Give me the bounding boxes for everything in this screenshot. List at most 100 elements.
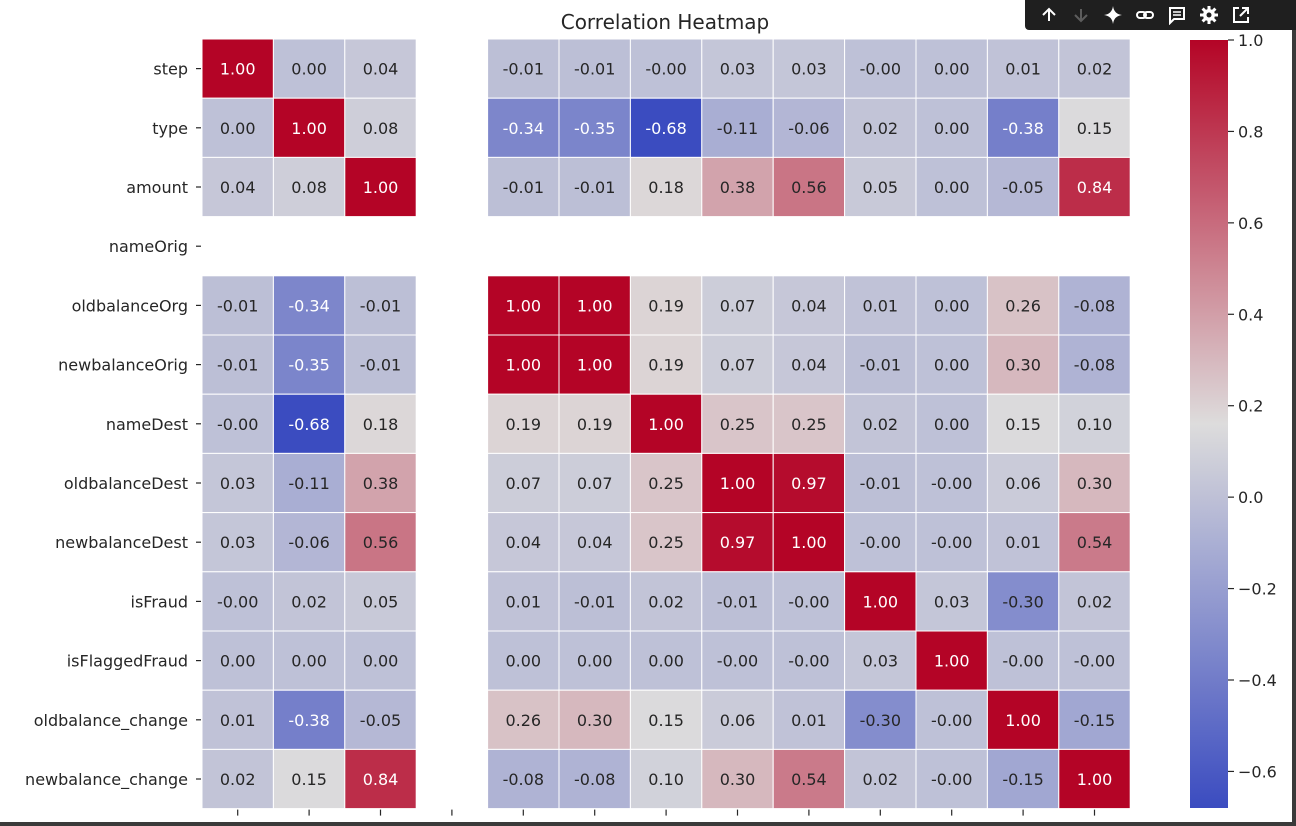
cell-annotation: 0.25 [648, 533, 684, 552]
heatmap-cell [487, 38, 560, 99]
colorbar-tick-label: 0.6 [1238, 214, 1263, 233]
cell-annotation: 0.00 [934, 119, 970, 138]
heatmap-cell [701, 571, 774, 632]
cell-annotation: 0.04 [220, 178, 256, 197]
window-frame-right [1292, 0, 1296, 826]
cell-annotation: -0.11 [288, 474, 329, 493]
heatmap-cell [629, 38, 703, 99]
cell-annotation: 0.07 [505, 474, 541, 493]
row-label: newbalanceOrig [58, 356, 188, 375]
cell-annotation: 0.10 [1077, 415, 1113, 434]
cell-annotation: 0.56 [363, 533, 399, 552]
colorbar-tick-label: −0.4 [1238, 671, 1277, 690]
cell-annotation: 0.30 [1077, 474, 1113, 493]
heatmap-cell [844, 393, 917, 454]
heatmap-cell [487, 275, 560, 336]
cell-annotation: 0.05 [862, 178, 898, 197]
heatmap-cell [1058, 393, 1131, 454]
move-down-button[interactable] [1065, 3, 1097, 27]
cell-annotation: 0.26 [505, 711, 541, 730]
cell-annotation: 0.00 [934, 415, 970, 434]
heatmap-cell [344, 156, 417, 218]
heatmap-cell [487, 689, 560, 750]
cell-annotation: -0.01 [503, 60, 544, 79]
heatmap-cell [201, 156, 274, 218]
row-label: nameOrig [109, 237, 188, 256]
cell-annotation: -0.11 [717, 119, 758, 138]
cell-annotation: 0.18 [648, 178, 684, 197]
heatmap-cells [201, 38, 1131, 810]
cell-annotation: 0.03 [862, 652, 898, 671]
cell-annotation: 0.04 [791, 356, 827, 375]
cell-annotation: 0.02 [648, 592, 684, 611]
cell-annotation: 0.03 [220, 533, 256, 552]
sparkle-icon [1104, 6, 1122, 24]
open-in-tab-button[interactable] [1225, 3, 1257, 27]
cell-annotation: -0.08 [1074, 296, 1115, 315]
heatmap-cell [272, 38, 346, 99]
heatmap-cell [844, 571, 917, 632]
heatmap-cell [844, 97, 917, 158]
row-label: newbalanceDest [55, 533, 188, 552]
cell-annotation: 0.06 [1005, 474, 1041, 493]
heatmap-cell [701, 334, 774, 395]
cell-annotation: -0.01 [717, 592, 758, 611]
heatmap-cell [772, 334, 846, 395]
cell-annotation: -0.00 [1074, 652, 1115, 671]
cell-annotation: -0.00 [860, 60, 901, 79]
cell-annotation: 0.06 [720, 711, 756, 730]
heatmap-cell [915, 275, 988, 336]
cell-annotation: -0.00 [788, 592, 829, 611]
cell-annotation: 0.03 [720, 60, 756, 79]
cell-annotation: -0.35 [574, 119, 615, 138]
heatmap-cell [344, 38, 417, 99]
heatmap-cell [558, 334, 631, 395]
settings-button[interactable] [1193, 3, 1225, 27]
cell-annotation: -0.15 [1074, 711, 1115, 730]
heatmap-annotations: 1.00 0.00 0.04 -0.01 -0.01 -0.00 0.03 0.03 -0.00… [217, 60, 1115, 789]
gear-icon [1200, 6, 1218, 24]
cell-annotation: 0.01 [862, 296, 898, 315]
heatmap-cell [915, 748, 988, 810]
cell-annotation: 0.01 [220, 711, 256, 730]
cell-annotation: 0.07 [720, 356, 756, 375]
colorbar [1190, 40, 1228, 808]
cell-annotation: -0.05 [360, 711, 401, 730]
heatmap-cell [344, 748, 417, 810]
heatmap-cell [344, 689, 417, 750]
heatmap-cell [272, 630, 346, 691]
move-up-button[interactable] [1033, 3, 1065, 27]
heatmap-cell [487, 571, 560, 632]
heatmap-cell [1058, 156, 1131, 218]
cell-annotation: 0.84 [363, 770, 399, 789]
heatmap-cell [915, 97, 988, 158]
cell-annotation: 0.00 [220, 652, 256, 671]
heatmap-cell [986, 156, 1060, 218]
cell-annotation: 0.07 [577, 474, 613, 493]
cell-annotation: -0.00 [717, 652, 758, 671]
ai-assist-button[interactable] [1097, 3, 1129, 27]
heatmap-cell [701, 452, 774, 514]
heatmap-cell [701, 275, 774, 336]
heatmap-cell [272, 452, 346, 514]
cell-annotation: 1.00 [1077, 770, 1113, 789]
heatmap-cell [272, 748, 346, 810]
heatmap-cell [487, 97, 560, 158]
heatmap-cell [629, 571, 703, 632]
heatmap-cell [629, 748, 703, 810]
cell-annotation: 0.15 [1005, 415, 1041, 434]
cell-annotation: 0.84 [1077, 178, 1113, 197]
colorbar-tick-label: −0.2 [1238, 580, 1277, 599]
heatmap-cell [201, 452, 274, 514]
heatmap-cell [772, 571, 846, 632]
cell-annotation: -0.06 [788, 119, 829, 138]
cell-annotation: -0.30 [860, 711, 901, 730]
cell-annotation: 1.00 [934, 652, 970, 671]
heatmap-cell [629, 97, 703, 158]
heatmap-cell [487, 393, 560, 454]
copy-link-button[interactable] [1129, 3, 1161, 27]
cell-annotation: -0.30 [1002, 592, 1043, 611]
comment-button[interactable] [1161, 3, 1193, 27]
cell-annotation: -0.01 [860, 356, 901, 375]
heatmap-cell [201, 393, 274, 454]
